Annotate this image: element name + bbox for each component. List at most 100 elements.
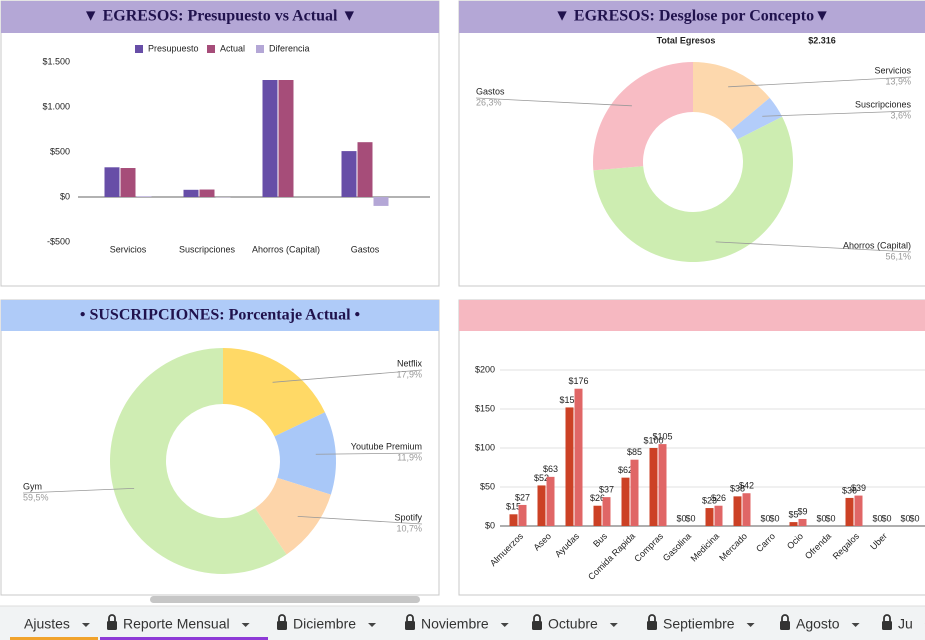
bar bbox=[621, 477, 630, 526]
leader-line bbox=[475, 97, 632, 107]
lock-shackle bbox=[883, 614, 891, 621]
bar bbox=[509, 514, 518, 526]
bar bbox=[714, 505, 723, 526]
bar bbox=[565, 407, 574, 526]
bar bbox=[593, 505, 602, 526]
data-label: $0 bbox=[909, 513, 919, 523]
pie-slice bbox=[255, 477, 331, 555]
x-tick-label: Ahorros (Capital) bbox=[252, 244, 320, 254]
pie-slice bbox=[731, 97, 783, 140]
bar bbox=[705, 508, 714, 526]
panel-header bbox=[459, 1, 925, 33]
tab-label: Diciembre bbox=[293, 616, 356, 632]
chart-title: ▼ EGRESOS: Desglose por Concepto▼ bbox=[554, 8, 830, 25]
tab-label: Agosto bbox=[796, 616, 840, 632]
lock-shackle bbox=[406, 614, 414, 621]
leader-line bbox=[297, 515, 423, 525]
bar bbox=[199, 189, 215, 197]
data-label: $9 bbox=[797, 506, 807, 516]
legend-label: Actual bbox=[220, 43, 245, 53]
bar bbox=[798, 518, 807, 526]
bar bbox=[341, 151, 357, 197]
x-tick-label: Suscripciones bbox=[179, 244, 236, 254]
bar bbox=[518, 504, 527, 526]
tab-label: Septiembre bbox=[663, 616, 735, 632]
y-tick-label: $500 bbox=[50, 146, 70, 156]
annotation: Total Egresos bbox=[657, 35, 716, 45]
legend-swatch bbox=[207, 45, 215, 53]
bar bbox=[854, 495, 863, 526]
data-label: $26 bbox=[590, 493, 605, 503]
data-label: $52 bbox=[534, 473, 549, 483]
tab-dropdown[interactable] bbox=[851, 623, 860, 627]
data-label: $0 bbox=[816, 513, 826, 523]
slice-label: Ahorros (Capital) bbox=[843, 240, 911, 250]
data-label: $0 bbox=[760, 513, 770, 523]
chart-title: ▼ EGRESOS: Presupuesto vs Actual ▼ bbox=[83, 8, 358, 25]
legend-label: Presupuesto bbox=[148, 43, 199, 53]
slice-label: Spotify bbox=[394, 512, 422, 522]
data-label: $63 bbox=[543, 464, 558, 474]
data-label: $26 bbox=[711, 493, 726, 503]
bar bbox=[136, 196, 152, 197]
bar bbox=[574, 388, 583, 526]
slice-value: 3,6% bbox=[890, 110, 911, 120]
slice-value: 17,9% bbox=[396, 369, 422, 379]
leader-line bbox=[715, 241, 912, 253]
data-label: $37 bbox=[599, 485, 614, 495]
bar bbox=[537, 485, 546, 526]
scrollbar[interactable] bbox=[150, 596, 420, 603]
y-tick-label: $200 bbox=[475, 364, 495, 374]
leader-line bbox=[272, 369, 423, 383]
tab-dropdown[interactable] bbox=[500, 623, 509, 627]
slice-value: 11,9% bbox=[397, 452, 422, 462]
bar bbox=[733, 496, 742, 526]
leader-line bbox=[315, 452, 423, 455]
leader-line bbox=[762, 110, 912, 117]
data-label: $0 bbox=[685, 513, 695, 523]
pie-slice bbox=[593, 116, 793, 262]
tab-dropdown[interactable] bbox=[609, 623, 618, 627]
pie-slice bbox=[109, 348, 287, 574]
lock-body bbox=[277, 621, 287, 630]
tab-dropdown[interactable] bbox=[746, 623, 755, 627]
tab-label: Reporte Mensual bbox=[123, 616, 230, 632]
lock-shackle bbox=[108, 614, 116, 621]
annotation: $2.316 bbox=[808, 35, 836, 45]
panel-header bbox=[1, 1, 439, 33]
panel-header bbox=[459, 300, 925, 331]
tab-dropdown[interactable] bbox=[241, 623, 250, 627]
y-tick-label: $0 bbox=[60, 191, 70, 201]
tab-label: Ju bbox=[898, 616, 913, 632]
data-label: $0 bbox=[881, 513, 891, 523]
slice-value: 26,3% bbox=[476, 97, 502, 107]
bar bbox=[742, 493, 751, 526]
lock-shackle bbox=[781, 614, 789, 621]
y-tick-label: $50 bbox=[480, 481, 495, 491]
data-label: $0 bbox=[900, 513, 910, 523]
bar bbox=[789, 522, 798, 526]
tab-underline bbox=[100, 637, 268, 640]
data-label: $0 bbox=[825, 513, 835, 523]
data-label: $0 bbox=[769, 513, 779, 523]
data-label: $0 bbox=[676, 513, 686, 523]
lock-body bbox=[532, 621, 542, 630]
bar bbox=[658, 444, 667, 526]
slice-label: Gastos bbox=[476, 86, 505, 96]
slice-label: Suscripciones bbox=[855, 99, 912, 109]
legend-label: Diferencia bbox=[269, 43, 310, 53]
bar bbox=[262, 80, 278, 197]
data-label: $100 bbox=[643, 435, 663, 445]
bar bbox=[546, 476, 555, 526]
data-label: $38 bbox=[730, 484, 745, 494]
lock-body bbox=[780, 621, 790, 630]
tab-dropdown[interactable] bbox=[81, 623, 90, 627]
tab-dropdown[interactable] bbox=[368, 623, 377, 627]
data-label: $152 bbox=[559, 395, 579, 405]
lock-body bbox=[107, 621, 117, 630]
data-label: $42 bbox=[739, 481, 754, 491]
lock-shackle bbox=[648, 614, 656, 621]
tab-underline bbox=[10, 637, 98, 640]
bar bbox=[120, 168, 136, 197]
